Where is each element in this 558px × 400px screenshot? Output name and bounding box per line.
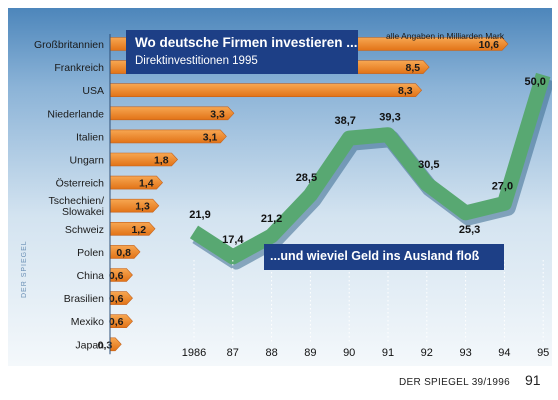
category-label: USA (82, 85, 104, 97)
category-label: Japan (75, 339, 104, 351)
bar-usa (109, 83, 423, 97)
x-tick-label: 87 (227, 347, 239, 359)
bar-value-label: 10,6 (479, 39, 500, 51)
line-value-label: 38,7 (334, 115, 355, 127)
units-note: alle Angaben in Milliarden Mark (386, 31, 505, 41)
bar-chart: 10,6 Großbritannien 8,5 Frankreich 8,3 USA 3,3… (34, 34, 509, 355)
category-label: Niederlande (47, 108, 104, 120)
category-label: Tschechien/ (49, 195, 105, 207)
bar-value-label: 1,3 (135, 201, 150, 213)
bar-value-label: 3,1 (203, 131, 218, 143)
category-label: Mexiko (71, 316, 104, 328)
x-tick-label: 89 (304, 347, 316, 359)
chart-subtitle: Direktinvestitionen 1995 (135, 55, 258, 67)
x-tick-label: 91 (382, 347, 394, 359)
x-tick-label: 93 (459, 347, 471, 359)
line-value-label: 30,5 (418, 159, 439, 171)
bar-value-label: 8,3 (398, 85, 413, 97)
line-value-label: 21,2 (261, 213, 282, 225)
category-label: Schweiz (65, 224, 104, 236)
flow-label-box: ...und wieviel Geld ins Ausland floß (264, 244, 504, 270)
page-number: 91 (525, 372, 541, 388)
category-label: Slowakei (62, 206, 104, 218)
bar-value-label: 0,8 (116, 247, 131, 259)
line-series-shadow (192, 76, 552, 270)
flow-label: ...und wieviel Geld ins Ausland floß (270, 249, 480, 263)
line-value-label: 28,5 (296, 172, 317, 184)
x-tick-label: 1986 (182, 347, 206, 359)
line-value-label: 17,4 (222, 234, 244, 246)
chart-title: Wo deutsche Firmen investieren ... (135, 35, 358, 50)
x-tick-label: 92 (421, 347, 433, 359)
category-label: Polen (77, 247, 104, 259)
category-label: China (77, 270, 105, 282)
category-label: Ungarn (70, 155, 105, 167)
category-label: Brasilien (64, 293, 104, 305)
line-value-label: 21,9 (189, 209, 210, 221)
bar-value-label: 1,2 (131, 224, 146, 236)
category-label: Italien (76, 131, 104, 143)
line-value-label: 39,3 (379, 112, 400, 124)
bar-value-label: 3,3 (210, 108, 225, 120)
bar-sterreich (109, 175, 163, 190)
bar-value-label: 0,6 (109, 270, 124, 282)
line-value-label: 50,0 (524, 76, 545, 88)
line-value-label: 27,0 (492, 180, 513, 192)
line-value-label: 25,3 (459, 224, 480, 236)
bar-value-label: 1,8 (154, 155, 169, 167)
category-label: Österreich (56, 178, 105, 190)
watermark-text: DER SPIEGEL (21, 240, 28, 298)
bar-value-label: 1,4 (139, 178, 154, 190)
x-tick-label: 95 (537, 347, 549, 359)
title-box: Wo deutsche Firmen investieren ... Direk… (126, 30, 358, 74)
bar-value-label: 0,6 (109, 293, 124, 305)
chart-figure: 10,6 Großbritannien 8,5 Frankreich 8,3 USA 3,3… (8, 8, 552, 366)
line-series (189, 72, 551, 265)
x-tick-label: 88 (265, 347, 277, 359)
line-chart: 21,9 17,4 21,2 28,5 38,7 39,3 30,5 25,3 27,0 50,0… (182, 72, 552, 359)
chart-canvas: 10,6 Großbritannien 8,5 Frankreich 8,3 USA 3,3… (34, 34, 552, 359)
bar-value-label: 8,5 (406, 62, 421, 74)
x-tick-label: 94 (498, 347, 510, 359)
category-label: Frankreich (54, 62, 104, 74)
category-label: Großbritannien (34, 39, 104, 51)
x-tick-label: 90 (343, 347, 355, 359)
bar-value-label: 0,6 (109, 316, 124, 328)
bar-value-label: 0,3 (98, 339, 113, 351)
footer-source: DER SPIEGEL 39/1996 (399, 377, 510, 388)
